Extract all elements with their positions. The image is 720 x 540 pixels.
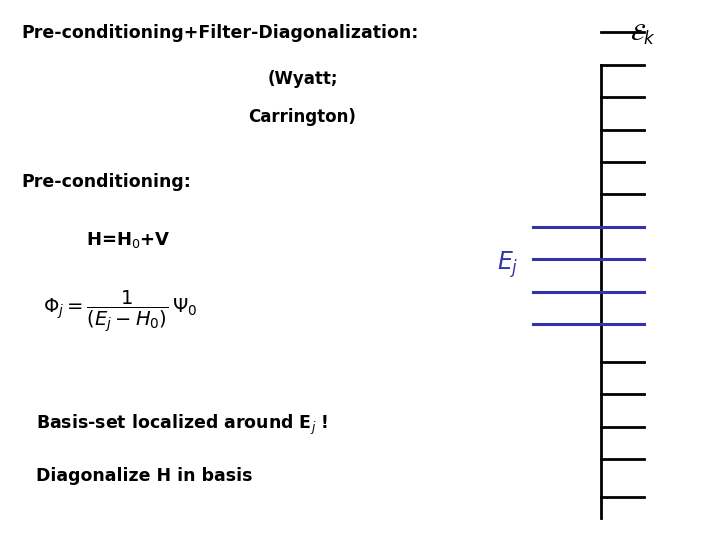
Text: $E_j$: $E_j$ xyxy=(497,249,518,280)
Text: (Wyatt;: (Wyatt; xyxy=(267,70,338,88)
Text: Basis-set localized around E$_j$ !: Basis-set localized around E$_j$ ! xyxy=(36,413,328,437)
Text: H=H$_0$+V: H=H$_0$+V xyxy=(86,230,171,249)
Text: $\mathcal{E}_k$: $\mathcal{E}_k$ xyxy=(630,23,655,47)
Text: Diagonalize H in basis: Diagonalize H in basis xyxy=(36,467,253,485)
Text: $\Phi_j = \dfrac{1}{(E_j - H_0)}\,\Psi_0$: $\Phi_j = \dfrac{1}{(E_j - H_0)}\,\Psi_0… xyxy=(43,289,197,334)
Text: Pre-conditioning:: Pre-conditioning: xyxy=(22,173,192,191)
Text: Pre-conditioning+Filter-Diagonalization:: Pre-conditioning+Filter-Diagonalization: xyxy=(22,24,419,42)
Text: Carrington): Carrington) xyxy=(248,108,356,126)
